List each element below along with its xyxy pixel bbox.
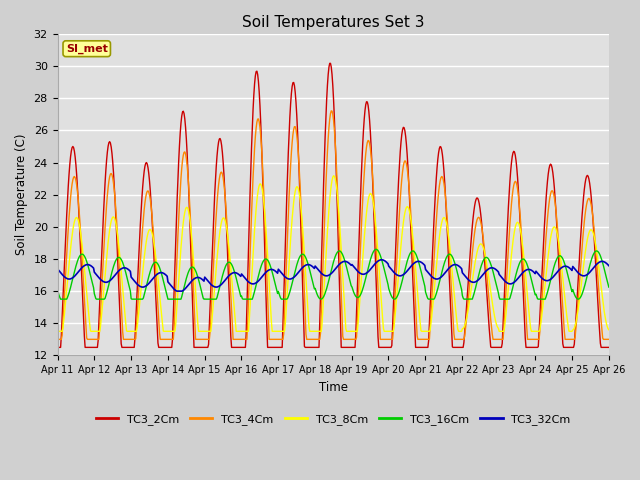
Title: Soil Temperatures Set 3: Soil Temperatures Set 3: [242, 15, 424, 30]
Y-axis label: Soil Temperature (C): Soil Temperature (C): [15, 134, 28, 255]
Legend: TC3_2Cm, TC3_4Cm, TC3_8Cm, TC3_16Cm, TC3_32Cm: TC3_2Cm, TC3_4Cm, TC3_8Cm, TC3_16Cm, TC3…: [91, 409, 575, 429]
X-axis label: Time: Time: [319, 381, 348, 394]
Text: SI_met: SI_met: [66, 44, 108, 54]
